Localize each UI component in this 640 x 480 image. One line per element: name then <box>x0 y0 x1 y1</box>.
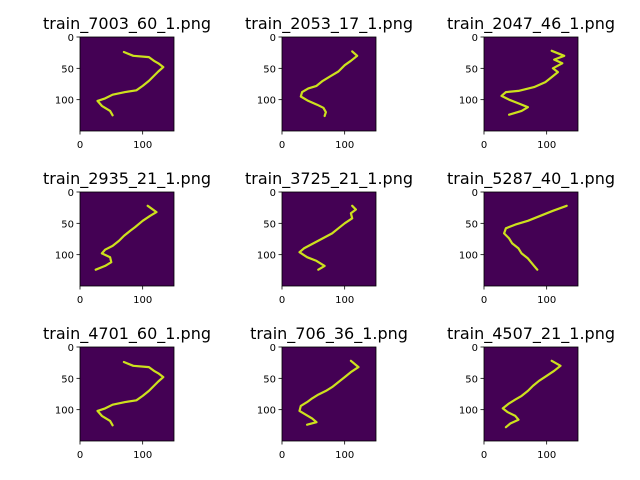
subplot-2-ytick-label: 100 <box>257 96 276 107</box>
subplot-1-ytick-label: 100 <box>55 96 74 107</box>
subplot-8-image-background <box>282 347 376 441</box>
subplot-7-ytick-label: 100 <box>55 406 74 417</box>
subplot-4-xtick-label: 100 <box>133 295 152 306</box>
subplot-6-trace-line <box>503 204 568 271</box>
subplot-1-trace-line <box>96 50 165 117</box>
subplot-5-xtick-label: 100 <box>335 295 354 306</box>
subplot-2-xtick-label: 0 <box>279 140 285 151</box>
subplot-1-ytick-label: 0 <box>68 33 74 44</box>
subplot-5-title: train_3725_21_1.png <box>245 169 413 189</box>
subplot-9-ytick-label: 100 <box>459 406 478 417</box>
subplot-6-ytick-label: 0 <box>472 188 478 199</box>
subplot-1-title: train_7003_60_1.png <box>43 14 211 34</box>
subplot-4-trace-line <box>94 204 158 271</box>
subplot-2-axes-frame <box>281 36 377 132</box>
subplot-9-ytick-label: 0 <box>472 343 478 354</box>
subplot-4-axes-frame <box>79 191 175 287</box>
subplot-3-ytick-label: 50 <box>465 64 478 75</box>
subplot-8-axes-frame <box>281 346 377 442</box>
subplot-5-xtick-label: 0 <box>279 295 285 306</box>
subplot-2-ytick-label: 50 <box>263 64 276 75</box>
subplot-6-xtick-label: 0 <box>481 295 487 306</box>
subplot-9-trace-line <box>501 359 562 429</box>
subplot-4-ytick-label: 0 <box>68 188 74 199</box>
subplot-9-image-background <box>484 347 578 441</box>
subplot-8-trace-line <box>298 359 360 426</box>
subplot-7-xtick-label: 100 <box>133 450 152 461</box>
subplot-8-ytick-label: 100 <box>257 406 276 417</box>
subplot-5-image-background <box>282 192 376 286</box>
subplot-1-image-background <box>80 37 174 131</box>
subplot-9-xtick-label: 0 <box>481 450 487 461</box>
subplot-8-xtick-label: 0 <box>279 450 285 461</box>
subplot-1-xtick-label: 0 <box>77 140 83 151</box>
subplot-9-axes-frame <box>483 346 579 442</box>
subplot-7-trace-line <box>96 360 165 427</box>
subplot-4-ytick-label: 100 <box>55 251 74 262</box>
subplot-3-xtick-label: 100 <box>537 140 556 151</box>
subplot-7-ytick-label: 0 <box>68 343 74 354</box>
subplot-9-title: train_4507_21_1.png <box>447 324 615 344</box>
subplot-8-ytick-label: 50 <box>263 374 276 385</box>
subplot-5-ytick-label: 100 <box>257 251 276 262</box>
subplot-2-image-background <box>282 37 376 131</box>
subplot-3-trace-line <box>500 49 566 116</box>
subplot-7-image-background <box>80 347 174 441</box>
subplot-5-axes-frame <box>281 191 377 287</box>
subplot-2-trace-line <box>299 50 359 118</box>
subplot-2-ytick-label: 0 <box>270 33 276 44</box>
subplot-4-xtick-label: 0 <box>77 295 83 306</box>
subplot-7-ytick-label: 50 <box>61 374 74 385</box>
subplot-8-ytick-label: 0 <box>270 343 276 354</box>
subplot-6-xtick-label: 100 <box>537 295 556 306</box>
subplot-3-ytick-label: 0 <box>472 33 478 44</box>
subplot-3-axes-frame <box>483 36 579 132</box>
subplot-4-ytick-label: 50 <box>61 219 74 230</box>
subplot-3-ytick-label: 100 <box>459 96 478 107</box>
subplot-3-title: train_2047_46_1.png <box>447 14 615 34</box>
subplot-2-title: train_2053_17_1.png <box>245 14 413 34</box>
subplot-1-axes-frame <box>79 36 175 132</box>
subplot-1-xtick-label: 100 <box>133 140 152 151</box>
subplot-4-image-background <box>80 192 174 286</box>
subplot-5-trace-line <box>298 204 357 271</box>
subplot-3-image-background <box>484 37 578 131</box>
subplot-1-ytick-label: 50 <box>61 64 74 75</box>
subplot-3-xtick-label: 0 <box>481 140 487 151</box>
subplot-9-xtick-label: 100 <box>537 450 556 461</box>
subplot-6-title: train_5287_40_1.png <box>447 169 615 189</box>
subplot-7-xtick-label: 0 <box>77 450 83 461</box>
subplot-9-ytick-label: 50 <box>465 374 478 385</box>
subplot-8-xtick-label: 100 <box>335 450 354 461</box>
subplot-4-title: train_2935_21_1.png <box>43 169 211 189</box>
subplot-5-ytick-label: 50 <box>263 219 276 230</box>
subplot-2-xtick-label: 100 <box>335 140 354 151</box>
subplot-6-axes-frame <box>483 191 579 287</box>
subplot-6-ytick-label: 50 <box>465 219 478 230</box>
subplot-6-ytick-label: 100 <box>459 251 478 262</box>
subplot-8-title: train_706_36_1.png <box>250 324 408 344</box>
subplot-7-axes-frame <box>79 346 175 442</box>
subplot-7-title: train_4701_60_1.png <box>43 324 211 344</box>
subplot-5-ytick-label: 0 <box>270 188 276 199</box>
